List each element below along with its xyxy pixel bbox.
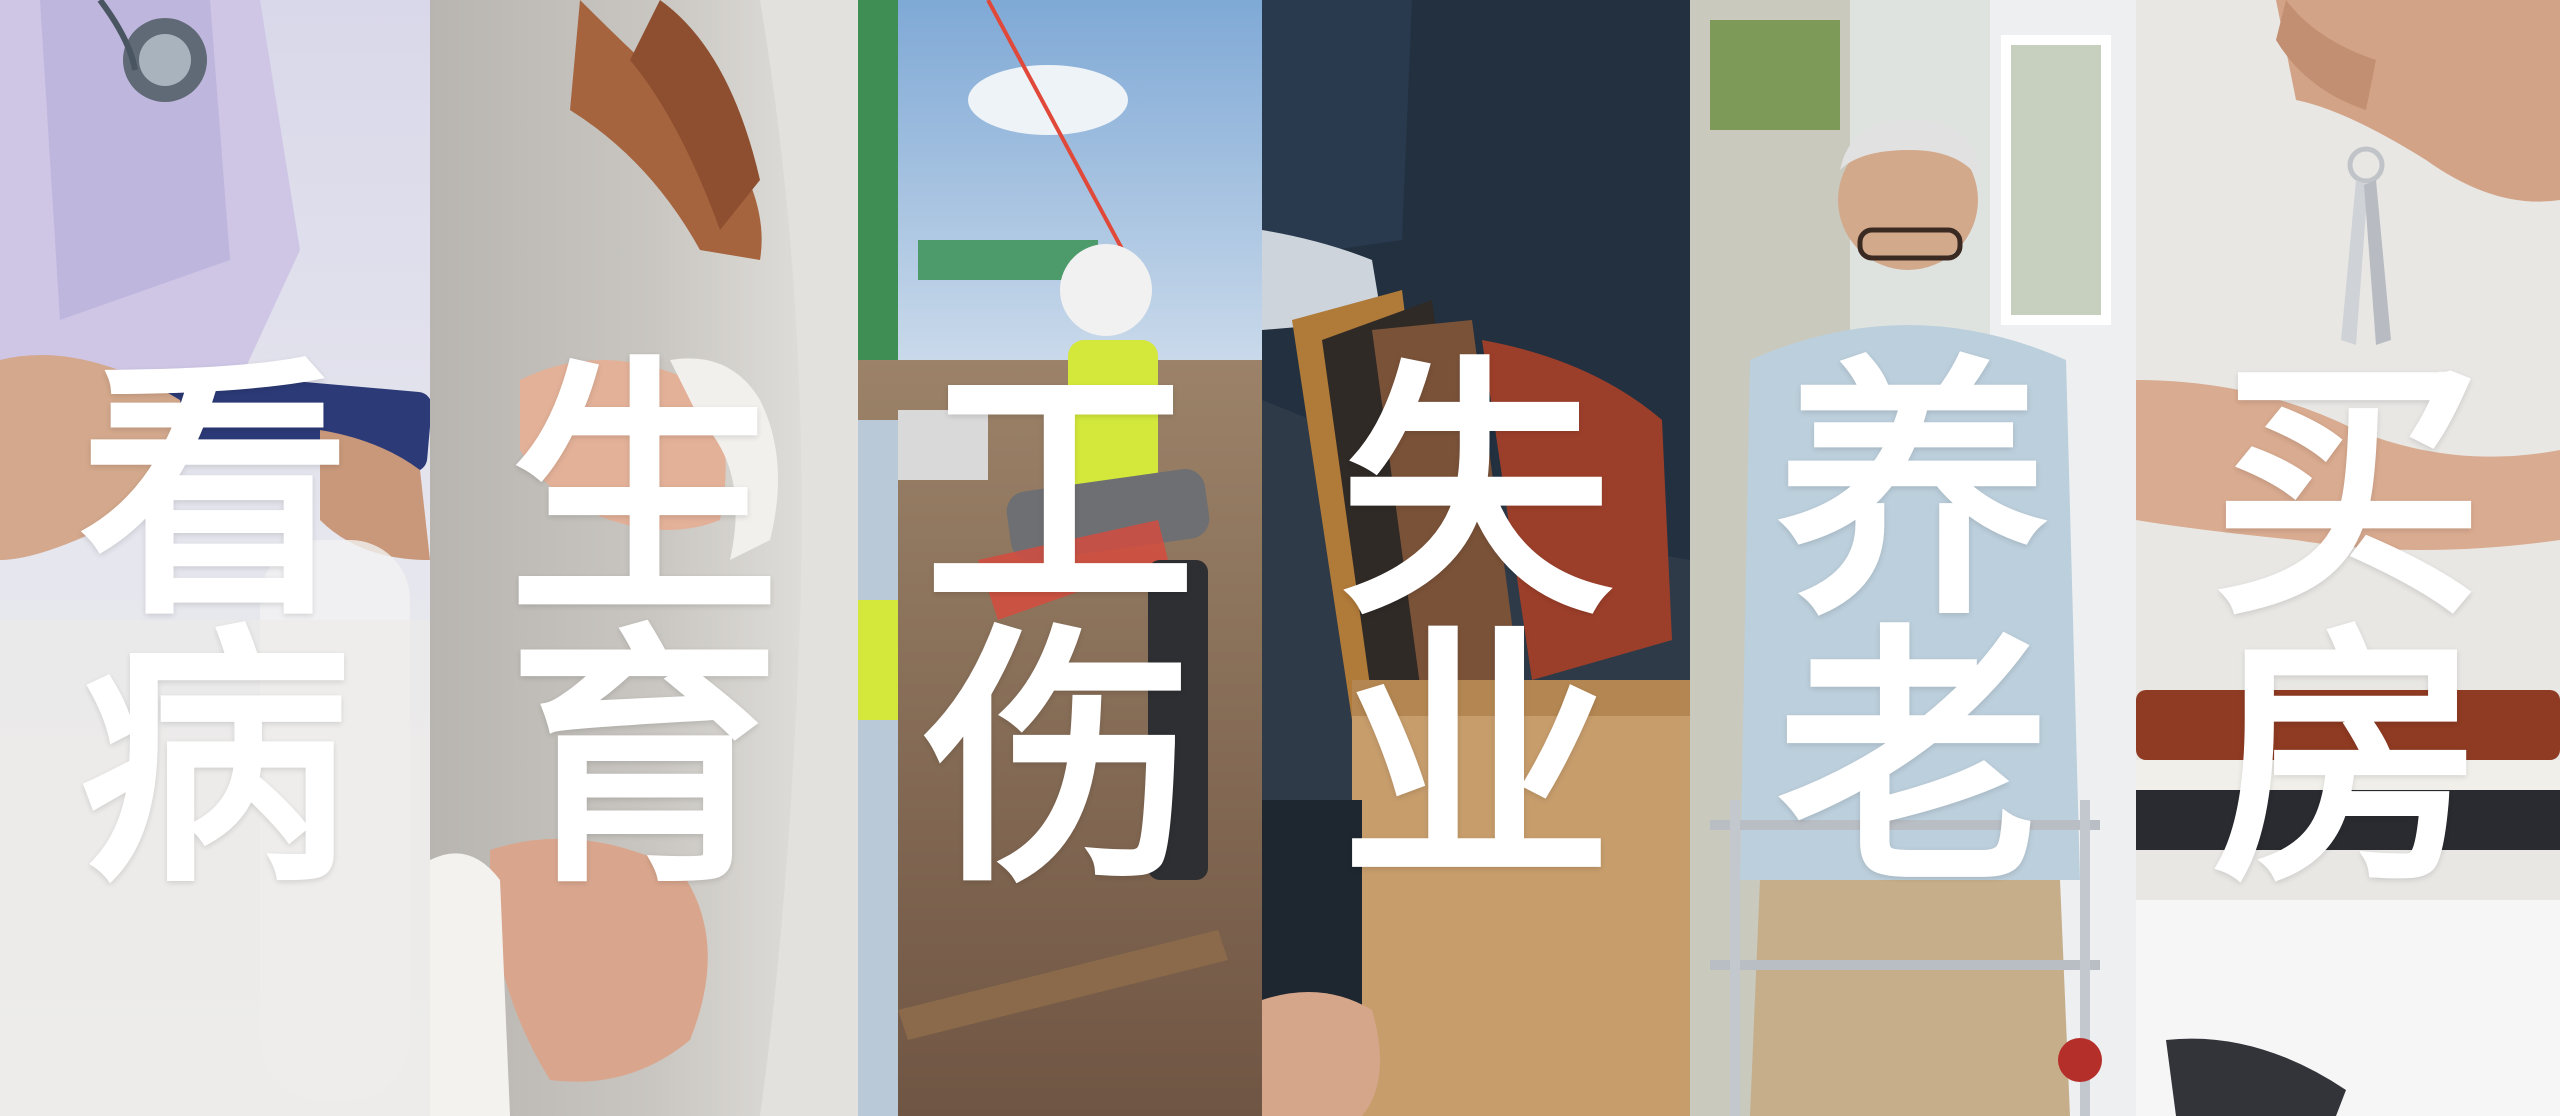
panel-unemployment: 失 业 — [1262, 0, 1690, 1116]
panel-elderly-care: 养 老 — [1690, 0, 2136, 1116]
box-of-belongings-scene-image — [1262, 0, 1690, 1116]
caption-medical: 看 病 — [79, 336, 351, 920]
caption-home-buying: 买 房 — [2212, 336, 2484, 920]
caption-work-injury: 工 伤 — [924, 336, 1196, 920]
construction-scene-image — [858, 0, 1262, 1116]
panel-medical: 看 病 — [0, 0, 430, 1116]
glyph-fang: 房 — [2212, 604, 2484, 920]
pregnant-woman-scene-image — [430, 0, 858, 1116]
panel-work-injury: 工 伤 — [858, 0, 1262, 1116]
glyph-yu: 育 — [508, 604, 780, 920]
glyph-kan: 看 — [79, 336, 351, 652]
caption-unemployment: 失 业 — [1340, 336, 1612, 920]
glyph-shi: 失 — [1340, 336, 1612, 652]
elderly-man-scene-image — [1690, 0, 2136, 1116]
glyph-yang: 养 — [1777, 336, 2049, 652]
caption-elderly-care: 养 老 — [1777, 336, 2049, 920]
glyph-sheng: 生 — [508, 336, 780, 652]
glyph-gong: 工 — [924, 336, 1196, 652]
doctor-scene-image — [0, 0, 430, 1116]
glyph-ye: 业 — [1340, 604, 1612, 920]
panel-home-buying: 买 房 — [2136, 0, 2560, 1116]
glyph-lao: 老 — [1777, 604, 2049, 920]
glyph-mai: 买 — [2212, 336, 2484, 652]
house-keys-scene-image — [2136, 0, 2560, 1116]
caption-childbirth: 生 育 — [508, 336, 780, 920]
panel-childbirth: 生 育 — [430, 0, 858, 1116]
glyph-shang: 伤 — [924, 604, 1196, 920]
glyph-bing: 病 — [79, 604, 351, 920]
